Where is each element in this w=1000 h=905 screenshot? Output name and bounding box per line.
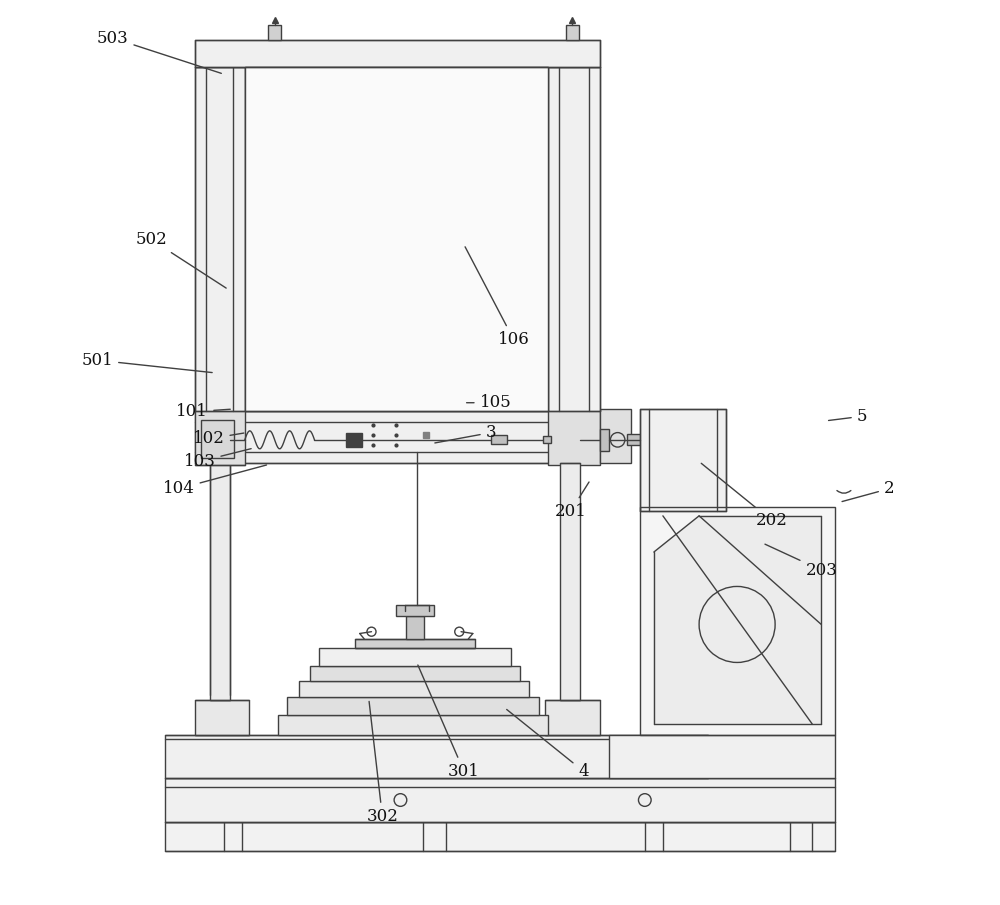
Bar [491, 435, 507, 444]
Bar [278, 715, 548, 735]
Text: 106: 106 [465, 247, 529, 348]
Bar [165, 822, 835, 851]
Bar [600, 429, 609, 451]
Bar [396, 605, 434, 616]
Bar [640, 409, 726, 511]
Bar [640, 507, 835, 735]
Bar [210, 463, 230, 700]
Bar [165, 735, 708, 778]
Bar [195, 411, 600, 463]
Bar [545, 700, 600, 735]
Bar [566, 25, 579, 40]
Bar [268, 25, 281, 40]
Bar [287, 697, 539, 715]
Bar [299, 681, 529, 697]
Bar [201, 420, 234, 458]
Text: 501: 501 [81, 352, 212, 373]
Bar [310, 666, 520, 681]
Text: 3: 3 [435, 424, 496, 443]
Bar [195, 700, 249, 735]
Bar [165, 778, 835, 822]
Bar [319, 648, 511, 666]
Text: 102: 102 [193, 431, 244, 447]
Bar [609, 735, 835, 778]
Bar [195, 40, 600, 67]
Bar [543, 436, 551, 443]
Text: 202: 202 [701, 463, 787, 529]
Bar [406, 616, 424, 639]
Text: 101: 101 [176, 404, 230, 420]
Text: 502: 502 [136, 232, 226, 288]
Bar [355, 639, 475, 648]
Text: 5: 5 [829, 408, 867, 424]
Bar [627, 434, 641, 445]
Bar [600, 409, 631, 463]
Polygon shape [654, 516, 821, 724]
Bar [346, 433, 362, 447]
Text: 201: 201 [555, 482, 589, 519]
Bar [560, 463, 580, 700]
Text: 301: 301 [418, 665, 480, 779]
Text: 2: 2 [842, 481, 894, 501]
Bar [195, 409, 245, 465]
Polygon shape [640, 507, 835, 735]
Bar [245, 67, 548, 411]
Text: 103: 103 [184, 449, 251, 470]
Bar [548, 409, 600, 465]
Text: 104: 104 [163, 465, 267, 497]
Text: 302: 302 [366, 701, 398, 824]
Text: 4: 4 [507, 710, 589, 779]
Text: 203: 203 [765, 544, 837, 578]
Text: 503: 503 [97, 30, 221, 73]
Text: 105: 105 [467, 395, 511, 411]
Bar [548, 67, 600, 411]
Bar [195, 67, 245, 411]
